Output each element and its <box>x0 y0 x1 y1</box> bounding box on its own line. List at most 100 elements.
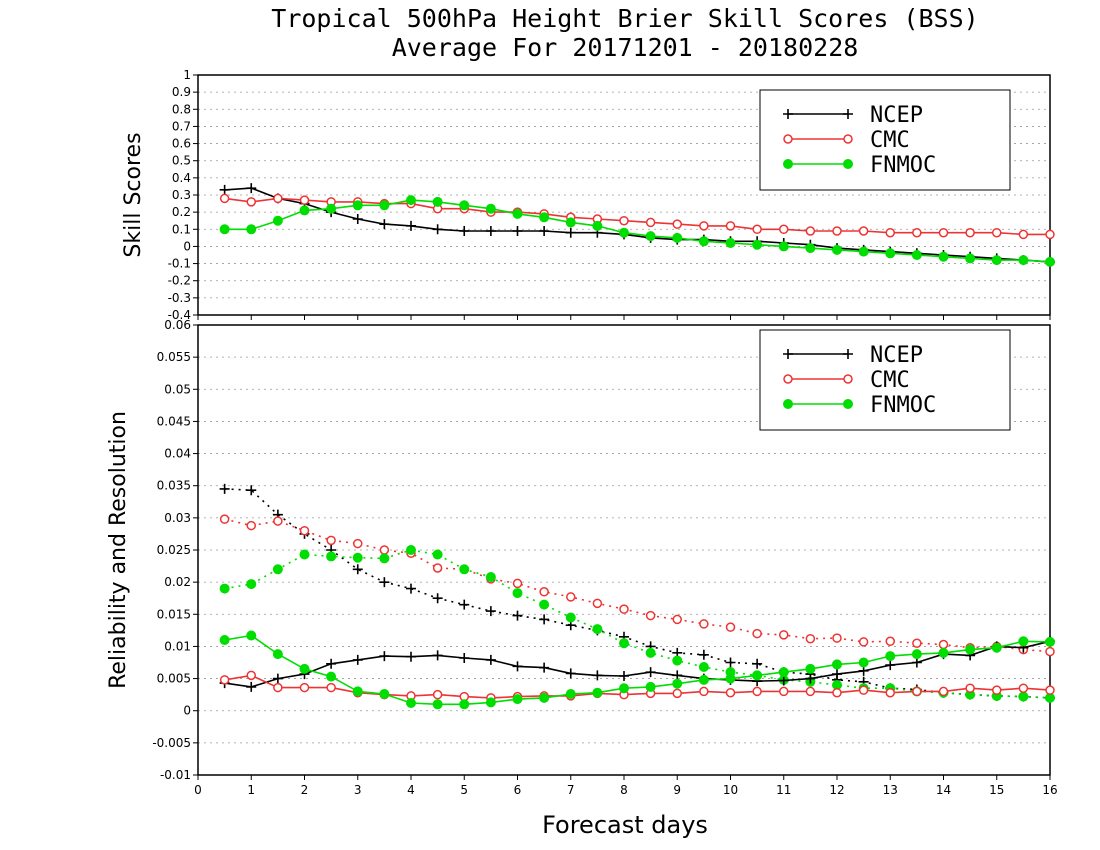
x-tick-label: 7 <box>567 783 575 797</box>
data-point <box>1018 229 1029 240</box>
data-point <box>992 685 1002 695</box>
data-point <box>805 673 816 684</box>
data-point <box>911 649 922 660</box>
data-point <box>965 644 976 655</box>
legend-label-fnmoc: FNMOC <box>870 153 936 178</box>
data-point <box>326 535 336 546</box>
data-point <box>539 599 550 610</box>
data-point <box>406 583 416 594</box>
data-point <box>645 610 656 621</box>
data-point <box>219 583 230 594</box>
y-tick-label: 0.2 <box>172 205 191 219</box>
data-point <box>299 195 310 205</box>
data-point <box>379 577 390 588</box>
x-tick-label: 11 <box>776 783 791 797</box>
data-point <box>672 232 683 243</box>
data-point <box>299 525 310 536</box>
data-point <box>485 203 496 214</box>
data-point <box>938 686 949 697</box>
y-tick-label: -0.005 <box>152 736 191 750</box>
data-point <box>219 675 230 685</box>
series-fnmoc-solid <box>219 195 1055 267</box>
data-point <box>1045 685 1055 695</box>
data-point <box>832 687 842 698</box>
data-point <box>592 687 603 698</box>
x-tick-label: 12 <box>829 783 844 797</box>
data-point <box>858 685 869 695</box>
data-point <box>778 675 789 686</box>
legend-marker <box>843 349 853 359</box>
data-point <box>485 654 496 665</box>
data-point <box>698 649 709 660</box>
data-point <box>379 200 390 211</box>
data-point <box>699 686 709 697</box>
data-point <box>965 227 975 238</box>
data-point <box>512 661 523 672</box>
data-point <box>219 635 230 645</box>
data-point <box>379 545 390 555</box>
data-point <box>299 663 310 674</box>
data-point <box>858 657 869 668</box>
legend-label-cmc: CMC <box>870 128 910 153</box>
y-tick-label: 0.05 <box>164 382 191 396</box>
data-point <box>725 221 736 231</box>
data-point <box>725 622 736 632</box>
data-point <box>805 663 816 674</box>
data-point <box>938 639 949 650</box>
data-point <box>645 647 656 658</box>
data-point <box>752 628 762 639</box>
x-tick-label: 15 <box>989 783 1004 797</box>
data-point <box>352 686 363 697</box>
data-point <box>539 692 550 703</box>
legend-box <box>759 329 1011 431</box>
plot-frame <box>197 74 1051 316</box>
data-point <box>885 227 895 238</box>
y-tick-label: 0 <box>183 704 191 718</box>
y-tick-label: 0.06 <box>164 318 191 332</box>
data-point <box>672 219 682 229</box>
data-point <box>991 642 1002 653</box>
data-point <box>858 246 869 257</box>
legend-marker <box>783 159 793 169</box>
y-axis-label: Reliability and Resolution <box>106 411 131 689</box>
data-point <box>991 255 1002 266</box>
y-tick-label: 0.9 <box>172 85 191 99</box>
x-tick-label: 10 <box>723 783 738 797</box>
data-point <box>219 184 230 195</box>
data-point <box>885 687 895 698</box>
y-tick-label: 0.8 <box>172 102 191 116</box>
data-point <box>406 651 416 662</box>
data-point <box>379 689 390 699</box>
data-point <box>246 520 256 531</box>
data-point <box>1045 256 1055 267</box>
y-tick-label: -0.3 <box>168 291 191 305</box>
y-tick-label: 1 <box>183 68 191 82</box>
data-point <box>912 686 922 697</box>
data-point <box>1018 691 1029 702</box>
data-point <box>805 243 816 254</box>
chart-title-line1: Tropical 500hPa Height Brier Skill Score… <box>271 4 979 33</box>
legend-marker <box>783 374 793 384</box>
data-point <box>779 224 789 235</box>
x-tick-label: 6 <box>514 783 522 797</box>
data-point <box>911 250 922 260</box>
y-tick-label: -0.4 <box>168 308 191 322</box>
data-point <box>619 671 629 681</box>
data-point <box>725 687 736 698</box>
data-point <box>459 226 470 236</box>
data-point <box>832 226 842 236</box>
data-point <box>778 241 789 252</box>
data-point <box>565 612 576 623</box>
y-tick-label: 0.4 <box>172 171 191 185</box>
data-point <box>885 660 896 671</box>
series-cmc-solid <box>219 193 1055 240</box>
data-point <box>326 203 337 214</box>
data-point <box>512 208 523 219</box>
data-point <box>592 670 603 681</box>
data-point <box>246 183 257 194</box>
legend-label-ncep: NCEP <box>870 103 923 128</box>
data-point <box>619 227 629 238</box>
data-point <box>752 686 762 697</box>
data-point <box>1018 683 1029 693</box>
data-point <box>565 227 576 238</box>
